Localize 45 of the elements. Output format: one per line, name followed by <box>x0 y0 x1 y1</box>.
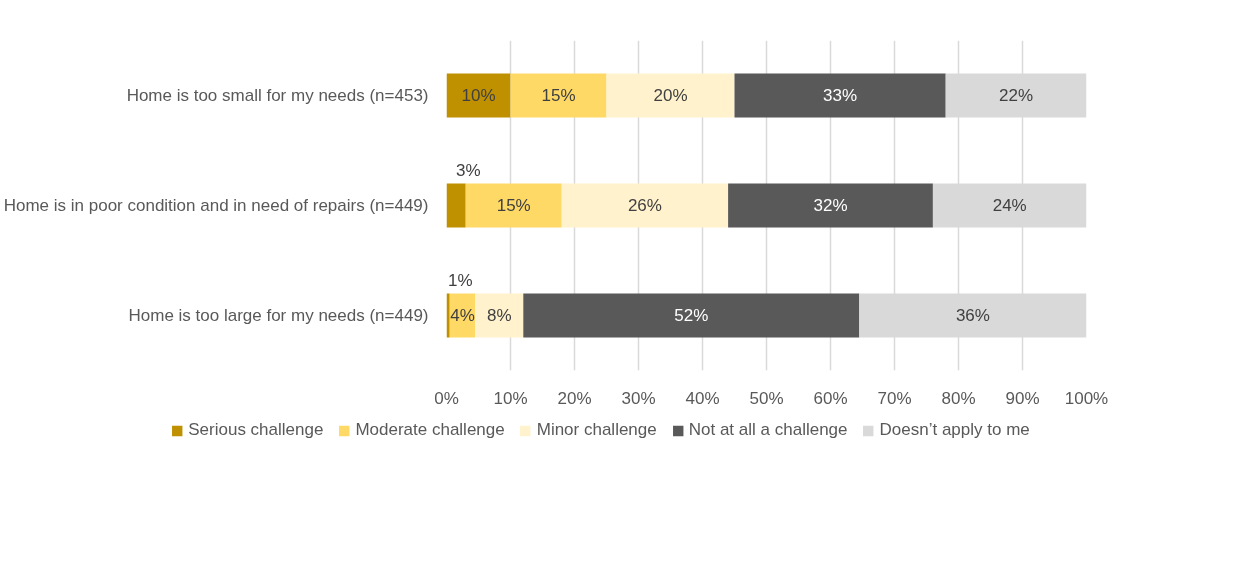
legend-label: Doesn’t apply to me <box>879 420 1030 440</box>
bar <box>606 73 735 118</box>
bar <box>475 293 524 338</box>
data-label: 15% <box>541 86 576 105</box>
x-tick-label: 90% <box>1005 388 1040 408</box>
x-tick-label: 0% <box>434 388 459 408</box>
legend-label: Not at all a challenge <box>688 420 848 440</box>
x-tick-label: 50% <box>749 388 784 408</box>
x-tick-label: 20% <box>557 388 592 408</box>
bar <box>523 293 860 338</box>
data-label: 8% <box>487 306 512 325</box>
data-label: 52% <box>674 306 709 325</box>
data-label: 32% <box>813 196 848 215</box>
y-tick-label: Home is in poor condition and in need of repairs (n=449) <box>3 196 429 215</box>
data-label: 22% <box>999 86 1034 105</box>
bar <box>510 73 607 118</box>
data-label: 24% <box>992 196 1027 215</box>
data-label: 26% <box>627 196 662 215</box>
data-label: 1% <box>448 270 473 290</box>
data-label: 4% <box>450 306 475 325</box>
x-tick-label: 80% <box>941 388 976 408</box>
data-label: 36% <box>955 306 990 325</box>
x-tick-label: 60% <box>813 388 848 408</box>
bar <box>446 183 466 228</box>
data-label: 15% <box>496 196 531 215</box>
data-label: 10% <box>461 86 496 105</box>
bar <box>734 73 946 118</box>
x-tick-label: 40% <box>685 388 720 408</box>
y-tick-label: Home is too large for my needs (n=449) <box>128 306 429 325</box>
legend-label: Serious challenge <box>188 420 324 440</box>
x-tick-label: 70% <box>877 388 912 408</box>
legend-label: Moderate challenge <box>355 420 505 440</box>
data-label: 20% <box>653 86 688 105</box>
y-tick-label: Home is too small for my needs (n=453) <box>126 86 429 105</box>
data-label: 33% <box>823 86 858 105</box>
bar <box>446 73 511 118</box>
bar <box>728 183 933 228</box>
bar <box>561 183 729 228</box>
legend-label: Minor challenge <box>536 420 657 440</box>
x-tick-label: 30% <box>621 388 656 408</box>
x-tick-label: 100% <box>1064 388 1109 408</box>
data-label: 3% <box>456 160 481 180</box>
bar <box>465 183 562 228</box>
bar <box>446 293 450 338</box>
x-tick-label: 10% <box>493 388 528 408</box>
